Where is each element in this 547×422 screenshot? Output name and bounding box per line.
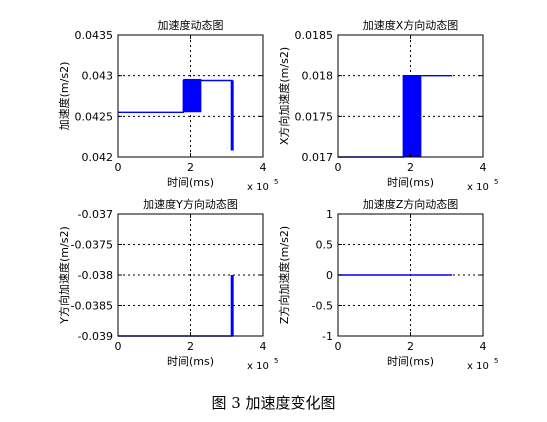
x-axis-multiplier: x 10	[247, 182, 269, 193]
x-axis-multiplier: x 10	[467, 182, 489, 193]
x-axis-multiplier-exponent: 5	[494, 178, 498, 186]
chart-panel-3: 0 2 4 -0.039 -0.0385 -0.038 -0.0375 -0.037 加速度Y方…	[57, 197, 278, 372]
x-tick-label: 0	[115, 161, 122, 174]
x-axis-multiplier: x 10	[247, 361, 269, 372]
x-axis-label: 时间(ms)	[387, 355, 434, 368]
y-tick-label: -0.039	[78, 330, 113, 343]
y-tick-label: -0.0375	[71, 239, 113, 252]
data-band	[403, 75, 422, 157]
x-tick-label: 2	[407, 161, 414, 174]
chart-title: 加速度Z方向动态图	[363, 197, 459, 211]
x-axis-multiplier-exponent: 5	[274, 357, 278, 365]
y-axis-label: Z方向加速度(m/s2)	[277, 226, 291, 324]
x-tick-label: 0	[335, 340, 342, 353]
y-tick-label: -0.5	[312, 300, 333, 313]
x-axis-multiplier-exponent: 5	[274, 178, 278, 186]
y-axis-label: Y方向加速度(m/s2)	[57, 226, 71, 324]
y-tick-label: 0.0175	[295, 110, 334, 123]
y-tick-label: 0.0435	[75, 29, 114, 42]
chart-title: 加速度Y方向动态图	[143, 197, 238, 211]
y-tick-label: -0.0385	[71, 300, 113, 313]
figure-caption: 图 3 加速度变化图	[211, 394, 336, 412]
x-axis-multiplier: x 10	[467, 361, 489, 372]
x-axis-label: 时间(ms)	[387, 176, 434, 189]
data-band	[183, 78, 202, 113]
chart-title: 加速度X方向动态图	[363, 18, 459, 32]
y-axis-label: X方向加速度(m/s2)	[277, 47, 291, 145]
chart-panel-2: 0 2 4 0.017 0.0175 0.018 0.0185 加速度X方向动态图时间(ms)…	[277, 18, 498, 193]
y-tick-label: 0	[326, 269, 333, 282]
x-tick-label: 4	[260, 340, 267, 353]
y-tick-label: 0.018	[302, 70, 334, 83]
y-tick-label: -1	[322, 330, 333, 343]
y-tick-label: 0.5	[316, 239, 334, 252]
y-tick-label: 0.043	[82, 70, 114, 83]
x-axis-label: 时间(ms)	[167, 355, 214, 368]
x-tick-label: 4	[480, 340, 487, 353]
x-tick-label: 0	[335, 161, 342, 174]
chart-title: 加速度动态图	[158, 18, 224, 32]
x-tick-label: 4	[260, 161, 267, 174]
x-tick-label: 2	[407, 340, 414, 353]
x-tick-label: 0	[115, 340, 122, 353]
y-tick-label: 0.017	[302, 151, 334, 164]
x-axis-multiplier-exponent: 5	[494, 357, 498, 365]
y-tick-label: 0.0185	[295, 29, 334, 42]
x-tick-label: 2	[187, 161, 194, 174]
x-tick-label: 2	[187, 340, 194, 353]
x-axis-label: 时间(ms)	[167, 176, 214, 189]
y-tick-label: 1	[326, 208, 333, 221]
y-tick-label: 0.042	[82, 151, 114, 164]
y-tick-label: -0.037	[78, 208, 113, 221]
y-tick-label: 0.0425	[75, 110, 114, 123]
y-axis-label: 加速度(m/s2)	[57, 62, 71, 131]
y-tick-label: -0.038	[78, 269, 113, 282]
x-tick-label: 4	[480, 161, 487, 174]
